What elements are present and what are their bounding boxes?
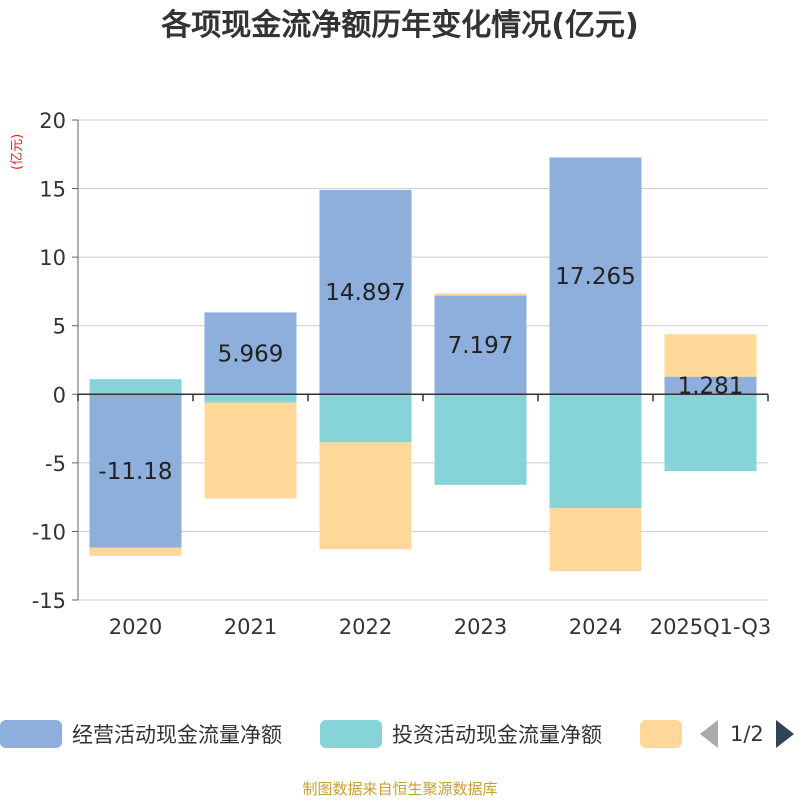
legend-label-investing: 投资活动现金流量净额: [392, 723, 602, 747]
legend-label-operating: 经营活动现金流量净额: [72, 723, 282, 747]
bar-series1-2023[interactable]: [434, 394, 527, 485]
data-label: 5.969: [218, 341, 284, 367]
legend-item-investing[interactable]: 投资活动现金流量净额: [320, 716, 602, 752]
legend-pager: 1/2: [700, 716, 794, 752]
x-tick-label: 2021: [224, 615, 277, 639]
legend-item-financing[interactable]: [640, 716, 692, 752]
legend-next-icon[interactable]: [775, 720, 794, 748]
data-label: 17.265: [555, 264, 635, 290]
bar-series1-2020[interactable]: [89, 379, 182, 395]
bar-series0-2021[interactable]: [204, 312, 297, 395]
bar-series1-2024[interactable]: [549, 394, 642, 509]
bar-series0-2025Q1-Q3[interactable]: [664, 376, 757, 395]
bar-series1-2025Q1-Q3[interactable]: [664, 394, 757, 472]
legend-page-indicator: 1/2: [730, 722, 764, 746]
data-source: 制图数据来自恒生聚源数据库: [302, 780, 498, 798]
bar-series2-2022[interactable]: [319, 442, 412, 550]
x-tick-label: 2024: [569, 615, 622, 639]
x-tick-label: 2025Q1-Q3: [650, 615, 772, 639]
legend-swatch-investing: [320, 720, 382, 748]
y-tick-label: 0: [53, 383, 66, 407]
bar-series2-2020[interactable]: [89, 547, 182, 556]
data-labels: -11.18 5.969 14.897 7.197 17.265 1.281: [98, 264, 743, 485]
data-label: -11.18: [98, 459, 172, 485]
bar-series0-2024[interactable]: [549, 157, 642, 395]
y-tick-label: 20: [39, 109, 66, 133]
bar-series2-2025Q1-Q3[interactable]: [664, 334, 757, 377]
y-tick-label: 10: [39, 246, 66, 270]
legend-prev-icon[interactable]: [700, 720, 718, 748]
legend-swatch-operating: [0, 720, 62, 748]
chart-title: 各项现金流净额历年变化情况(亿元): [161, 8, 639, 43]
y-tick-label: -15: [32, 589, 66, 613]
x-tick-label: 2020: [109, 615, 162, 639]
x-tick-label: 2023: [454, 615, 507, 639]
x-tick-label: 2022: [339, 615, 392, 639]
data-label: 7.197: [448, 333, 514, 359]
y-tick-label: 15: [39, 178, 66, 202]
y-tick-label: -10: [32, 520, 66, 544]
data-label: 14.897: [325, 280, 405, 306]
bar-series1-2022[interactable]: [319, 394, 412, 443]
bar-series1-2021[interactable]: [204, 394, 297, 403]
y-tick-label: 5: [53, 315, 66, 339]
bar-series0-2020[interactable]: [89, 394, 182, 548]
bars: [89, 157, 757, 572]
bar-series2-2024[interactable]: [549, 508, 642, 572]
data-label: 1.281: [678, 374, 744, 400]
legend: 经营活动现金流量净额 投资活动现金流量净额 1/2: [0, 716, 800, 752]
bar-series0-2023[interactable]: [434, 295, 527, 395]
y-tick-label: -5: [45, 452, 66, 476]
legend-swatch-financing: [640, 720, 682, 748]
legend-item-operating[interactable]: 经营活动现金流量净额: [0, 716, 282, 752]
bar-series0-2022[interactable]: [319, 189, 412, 395]
bar-series2-2023[interactable]: [434, 293, 527, 296]
bar-series2-2021[interactable]: [204, 402, 297, 499]
